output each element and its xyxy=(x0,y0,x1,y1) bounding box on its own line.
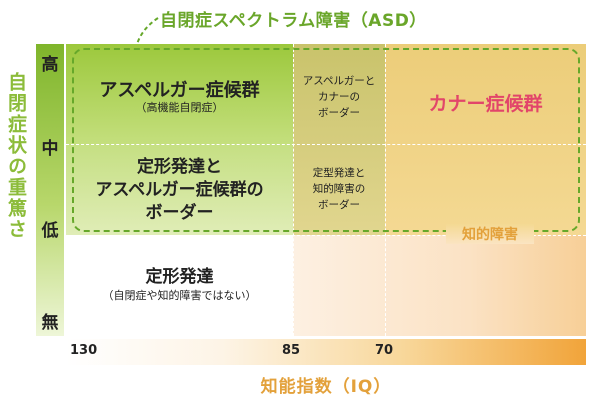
label-line: カナーの xyxy=(318,91,360,103)
label-line: ボーダー xyxy=(318,107,360,119)
asd-title: 自閉症スペクトラム障害（ASD） xyxy=(160,11,427,31)
region-typical xyxy=(66,235,293,336)
region-asperger xyxy=(66,44,293,144)
label-line: 定型発達と xyxy=(312,167,366,179)
label-asperger: アスペルガー症候群 xyxy=(99,80,260,101)
diagram-area: アスペルガー症候群 （高機能自閉症） 定形発達と アスペルガー症候群の ボーダー… xyxy=(66,44,586,336)
label-border-typical-asperger: 定形発達と アスペルガー症候群の ボーダー xyxy=(66,156,293,225)
label-line: アスペルガー症候群の xyxy=(95,180,264,200)
label-line: 定形発達と xyxy=(137,157,222,177)
divider-low xyxy=(66,235,586,236)
label-line: アスペルガーと xyxy=(302,75,376,87)
x-axis-bar: 130 85 70 xyxy=(66,339,586,365)
region-border-middle xyxy=(293,44,385,235)
y-tick-high: 高 xyxy=(41,55,59,75)
y-axis-bar: 高 中 低 無 xyxy=(36,44,64,336)
x-tick-70: 70 xyxy=(375,343,394,358)
label-border-typical-id: 定型発達と 知的障害の ボーダー xyxy=(293,165,385,213)
label-line: 知的障害の xyxy=(312,183,366,195)
label-line: ボーダー xyxy=(318,199,360,211)
label-typical-sub: （自閉症や知的障害ではない） xyxy=(102,289,257,302)
label-kanner: カナー症候群 xyxy=(428,93,543,115)
y-axis-label: 自閉症状の重篤さ xyxy=(5,72,27,240)
asd-outline xyxy=(72,48,580,232)
y-tick-none: 無 xyxy=(41,313,59,333)
region-intellectual-low xyxy=(293,235,586,336)
y-tick-mid: 中 xyxy=(41,139,59,159)
divider-iq-70 xyxy=(385,44,386,336)
label-border-asperger-kanner: アスペルガーと カナーの ボーダー xyxy=(293,73,385,121)
x-axis-label: 知能指数（IQ） xyxy=(260,377,392,397)
label-typical: 定形発達 xyxy=(145,267,214,287)
divider-iq-85 xyxy=(293,44,294,336)
label-intellectual-disability: 知的障害 xyxy=(446,224,534,244)
y-tick-low: 低 xyxy=(41,221,59,241)
x-tick-85: 85 xyxy=(282,343,301,358)
label-line: ボーダー xyxy=(145,203,214,223)
divider-mid xyxy=(66,144,586,145)
x-tick-130: 130 xyxy=(70,343,98,358)
label-asperger-sub: （高機能自閉症） xyxy=(135,101,224,114)
region-border-typical-asperger xyxy=(66,144,293,235)
region-kanner xyxy=(385,44,586,235)
